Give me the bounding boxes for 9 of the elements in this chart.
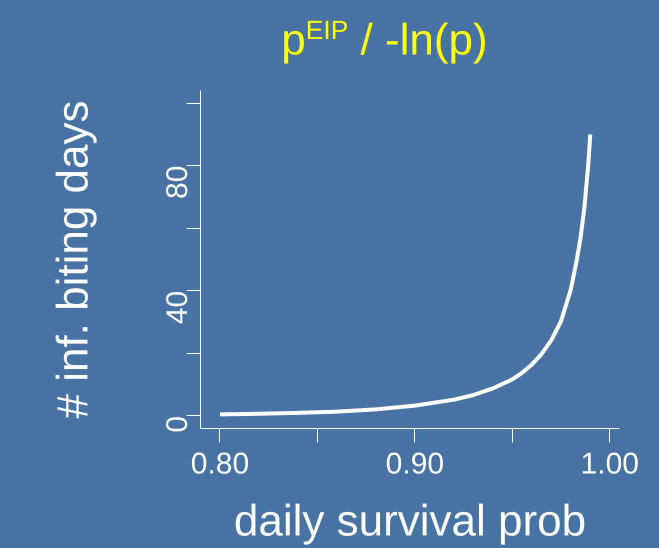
x-tick-label: 1.00	[580, 448, 639, 480]
chart-title: p$^{EIP}$ / -ln(p)	[280, 14, 489, 67]
x-tick-label: 0.90	[386, 448, 444, 480]
y-tick-label: 80	[161, 166, 194, 199]
y-tick-label: 40	[161, 290, 194, 324]
x-tick-label: 0.80	[190, 448, 250, 480]
y-tick-label: 0	[161, 416, 194, 433]
y-axis-title: # inf. biting days	[48, 100, 98, 418]
x-axis-title: daily survival prob	[234, 496, 586, 546]
